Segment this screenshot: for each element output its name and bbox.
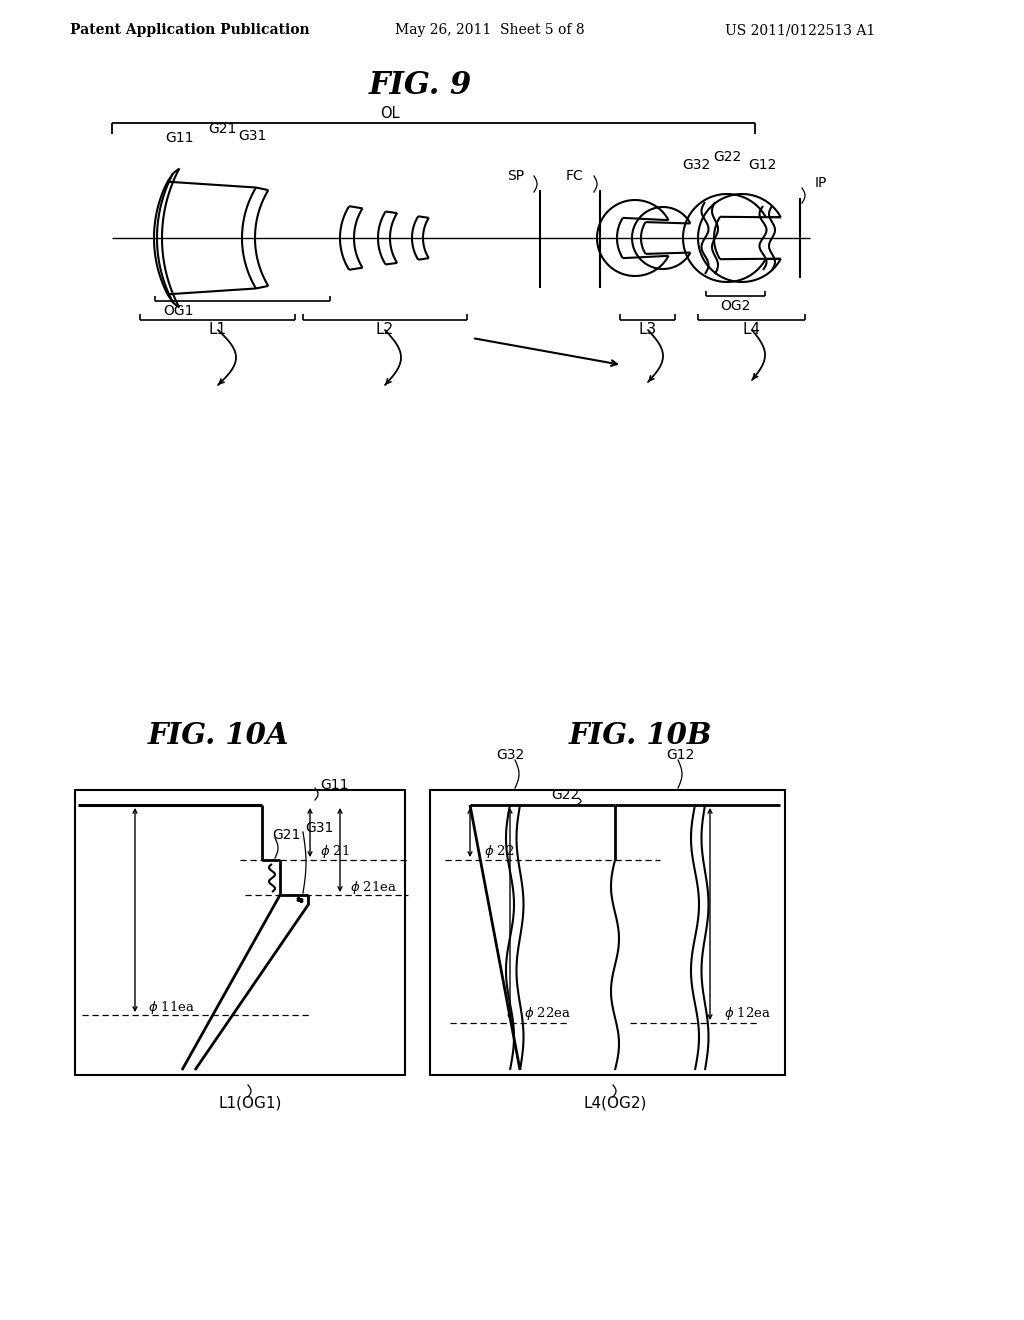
Text: G32: G32 bbox=[496, 748, 524, 762]
Text: G31: G31 bbox=[238, 129, 266, 143]
Text: FIG. 10B: FIG. 10B bbox=[568, 721, 712, 750]
Text: G12: G12 bbox=[666, 748, 694, 762]
Text: G32: G32 bbox=[682, 158, 710, 172]
Text: $\phi$ 21ea: $\phi$ 21ea bbox=[350, 879, 397, 895]
Text: L3: L3 bbox=[639, 322, 657, 337]
Text: G21: G21 bbox=[208, 121, 237, 136]
Bar bbox=[430, 789, 785, 1074]
Text: G11: G11 bbox=[166, 131, 195, 145]
Text: OG2: OG2 bbox=[720, 300, 751, 313]
Text: FIG. 10A: FIG. 10A bbox=[147, 721, 289, 750]
Text: G21: G21 bbox=[272, 828, 300, 842]
Text: L1: L1 bbox=[209, 322, 227, 337]
Text: L2: L2 bbox=[376, 322, 394, 337]
Text: $\phi$ 12ea: $\phi$ 12ea bbox=[724, 1006, 771, 1023]
Text: L4: L4 bbox=[743, 322, 761, 337]
Text: OL: OL bbox=[380, 107, 399, 121]
Text: $\phi$ 21: $\phi$ 21 bbox=[319, 843, 350, 861]
Text: L1(OG1): L1(OG1) bbox=[218, 1096, 282, 1110]
Text: FIG. 9: FIG. 9 bbox=[369, 70, 472, 100]
Text: May 26, 2011  Sheet 5 of 8: May 26, 2011 Sheet 5 of 8 bbox=[395, 22, 585, 37]
Text: $\phi$ 11ea: $\phi$ 11ea bbox=[148, 998, 196, 1015]
Text: G22: G22 bbox=[713, 150, 741, 164]
Text: G11: G11 bbox=[319, 777, 348, 792]
Text: G22: G22 bbox=[551, 788, 580, 803]
Text: Patent Application Publication: Patent Application Publication bbox=[71, 22, 310, 37]
Text: G31: G31 bbox=[305, 821, 334, 836]
Text: FC: FC bbox=[565, 169, 583, 183]
Bar bbox=[75, 789, 406, 1074]
Text: L4(OG2): L4(OG2) bbox=[584, 1096, 647, 1110]
Text: SP: SP bbox=[507, 169, 524, 183]
Text: $\phi$ 22: $\phi$ 22 bbox=[484, 842, 514, 859]
Text: OG1: OG1 bbox=[163, 304, 194, 318]
Text: US 2011/0122513 A1: US 2011/0122513 A1 bbox=[725, 22, 876, 37]
Text: $\phi$ 22ea: $\phi$ 22ea bbox=[524, 1006, 571, 1023]
Text: IP: IP bbox=[815, 176, 827, 190]
Text: G12: G12 bbox=[748, 158, 776, 172]
